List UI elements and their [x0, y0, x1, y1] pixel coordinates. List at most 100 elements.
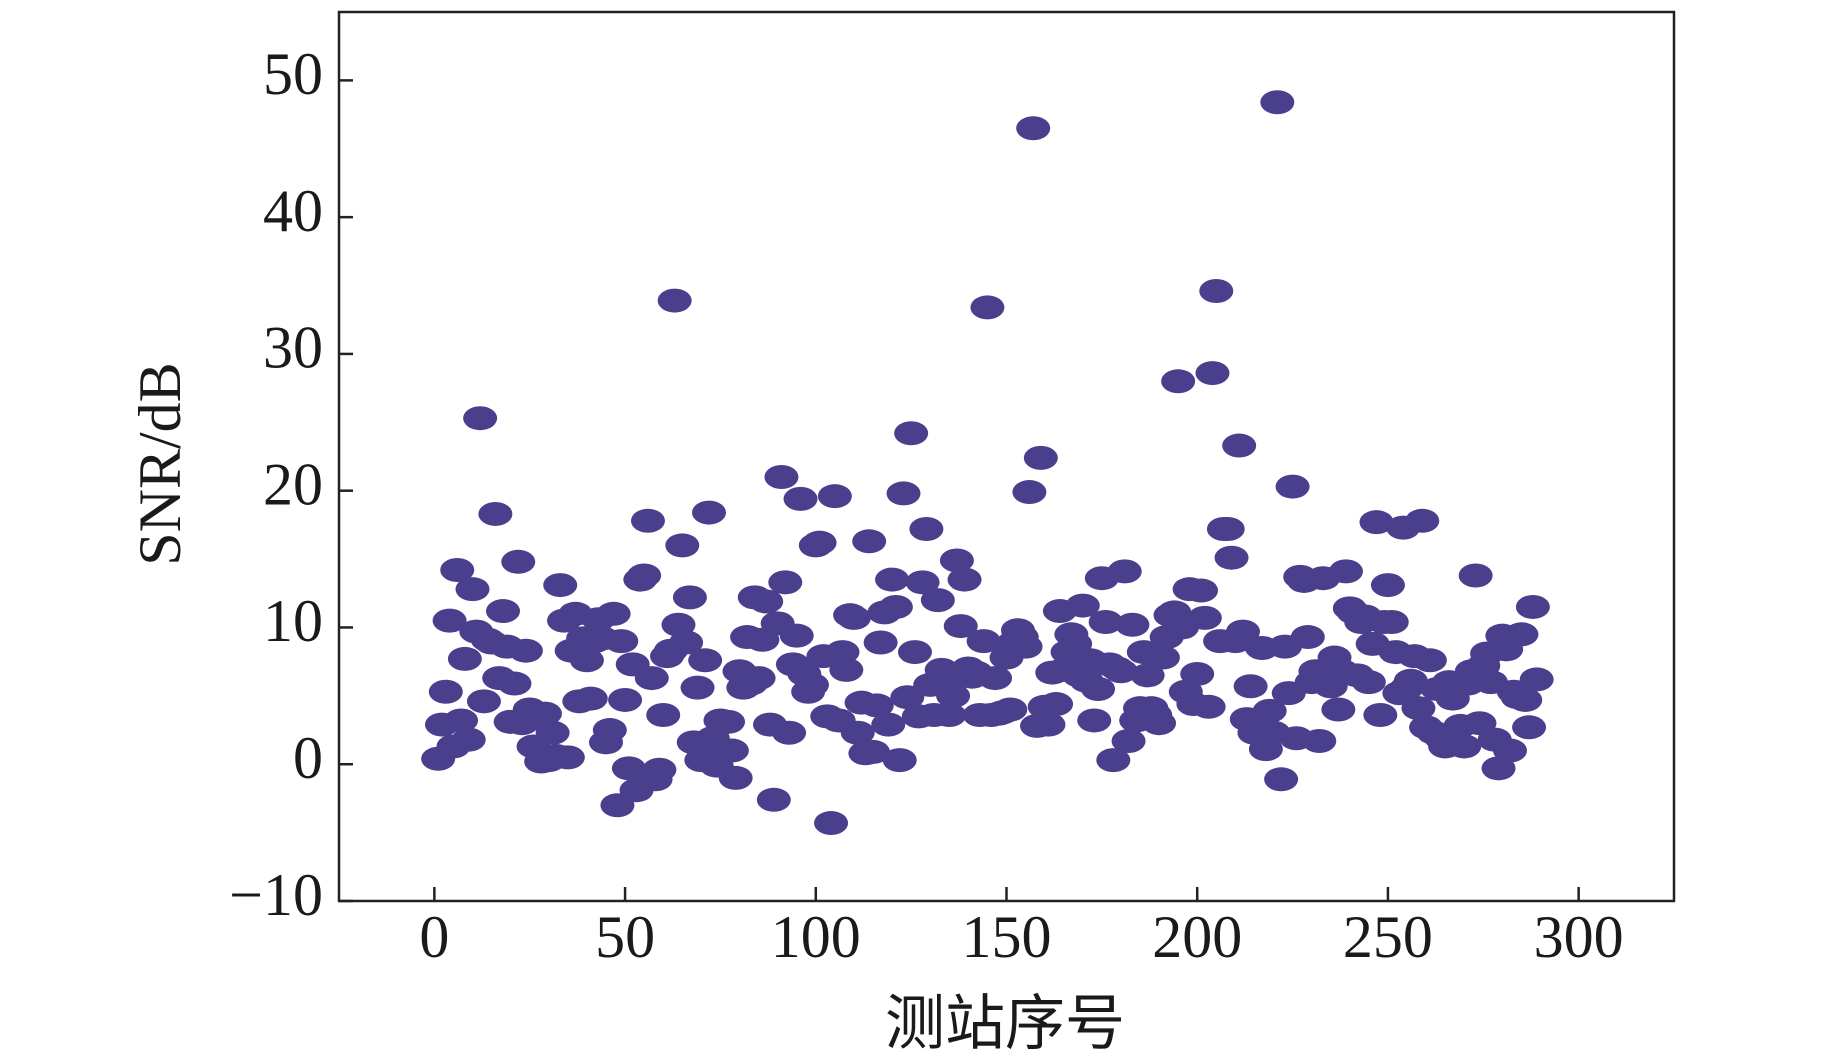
scatter-point	[691, 500, 726, 525]
scatter-point	[1458, 563, 1493, 588]
scatter-point	[634, 666, 669, 691]
y-tick-label: 50	[263, 41, 323, 107]
scatter-point	[1252, 698, 1287, 723]
scatter-point	[1016, 116, 1051, 141]
scatter-point	[718, 765, 753, 790]
y-tick-label: 10	[263, 588, 323, 654]
scatter-point	[1401, 696, 1436, 721]
scatter-point	[1210, 516, 1245, 541]
scatter-point	[1081, 677, 1116, 702]
scatter-point	[1065, 593, 1100, 618]
x-tick-label: 100	[771, 904, 861, 970]
x-tick-label: 150	[962, 904, 1052, 970]
y-axis-label: SNR/dB	[127, 362, 193, 565]
scatter-point	[871, 712, 906, 737]
scatter-point	[1023, 445, 1058, 470]
scatter-point	[508, 638, 543, 663]
scatter-point	[1195, 361, 1230, 386]
scatter-point	[569, 648, 604, 673]
scatter-point	[447, 646, 482, 671]
scatter-point	[440, 558, 475, 583]
scatter-point	[1370, 573, 1405, 598]
scatter-point	[1145, 645, 1180, 670]
scatter-point	[711, 709, 746, 734]
scatter-point	[1363, 702, 1398, 727]
scatter-point	[1107, 559, 1142, 584]
scatter-point	[1512, 715, 1547, 740]
scatter-point	[1111, 728, 1146, 753]
scatter-point	[463, 406, 498, 431]
scatter-point	[932, 702, 967, 727]
scatter-point	[878, 594, 913, 619]
x-tick-label: 200	[1152, 904, 1242, 970]
scatter-point	[829, 657, 864, 682]
scatter-point	[1012, 480, 1047, 505]
scatter-point	[535, 720, 570, 745]
scatter-point	[527, 701, 562, 726]
scatter-point	[611, 756, 646, 781]
scatter-point	[1039, 692, 1074, 717]
scatter-point	[993, 697, 1028, 722]
scatter-point	[478, 501, 513, 526]
scatter-point	[486, 599, 521, 624]
scatter-point	[1519, 667, 1554, 692]
scatter-point	[779, 623, 814, 648]
x-tick-label: 50	[595, 904, 655, 970]
y-tick-label: 40	[263, 178, 323, 244]
scatter-point	[1077, 708, 1112, 733]
scatter-point	[943, 614, 978, 639]
scatter-point	[768, 570, 803, 595]
scatter-point	[966, 629, 1001, 654]
scatter-point	[1184, 578, 1219, 603]
scatter-point	[444, 708, 479, 733]
scatter-point	[680, 675, 715, 700]
y-tick-label: 30	[263, 315, 323, 381]
scatter-point	[1492, 738, 1527, 763]
scatter-point	[1103, 659, 1138, 684]
scatter-point	[1321, 697, 1356, 722]
scatter-point	[875, 567, 910, 592]
scatter-point	[592, 718, 627, 743]
scatter-point	[1142, 711, 1177, 736]
scatter-point	[1393, 668, 1428, 693]
scatter-point	[764, 465, 799, 490]
scatter-point	[669, 630, 704, 655]
scatter-point	[627, 563, 662, 588]
scatter-point	[672, 585, 707, 610]
scatter-point	[1515, 594, 1550, 619]
scatter-point	[905, 570, 940, 595]
scatter-point	[882, 748, 917, 773]
scatter-point	[1275, 474, 1310, 499]
scatter-point	[970, 295, 1005, 320]
scatter-point	[1412, 648, 1447, 673]
scatter-point	[894, 421, 929, 446]
scatter-point	[947, 567, 982, 592]
scatter-point	[466, 689, 501, 714]
scatter-point	[1290, 625, 1325, 650]
scatter-point	[1260, 90, 1295, 115]
scatter-point	[543, 573, 578, 598]
scatter-point	[756, 787, 791, 812]
scatter-point	[1504, 622, 1539, 647]
scatter-point	[1031, 712, 1066, 737]
scatter-point	[432, 608, 467, 633]
scatter-point	[852, 529, 887, 554]
scatter-point	[604, 629, 639, 654]
scatter-point	[825, 640, 860, 665]
scatter-point	[817, 484, 852, 509]
scatter-point	[455, 577, 490, 602]
scatter-point	[1264, 767, 1299, 792]
scatter-point	[1115, 612, 1150, 637]
scatter-point	[794, 672, 829, 697]
scatter-point	[1302, 728, 1337, 753]
scatter-point	[802, 530, 837, 555]
scatter-point	[1130, 663, 1165, 688]
y-tick-label: −10	[229, 862, 323, 928]
scatter-point	[1187, 605, 1222, 630]
scatter-point	[886, 481, 921, 506]
scatter-point	[1199, 279, 1234, 304]
scatter-point	[657, 288, 692, 313]
scatter-point	[783, 486, 818, 511]
scatter-point	[608, 687, 643, 712]
scatter-point	[1191, 694, 1226, 719]
